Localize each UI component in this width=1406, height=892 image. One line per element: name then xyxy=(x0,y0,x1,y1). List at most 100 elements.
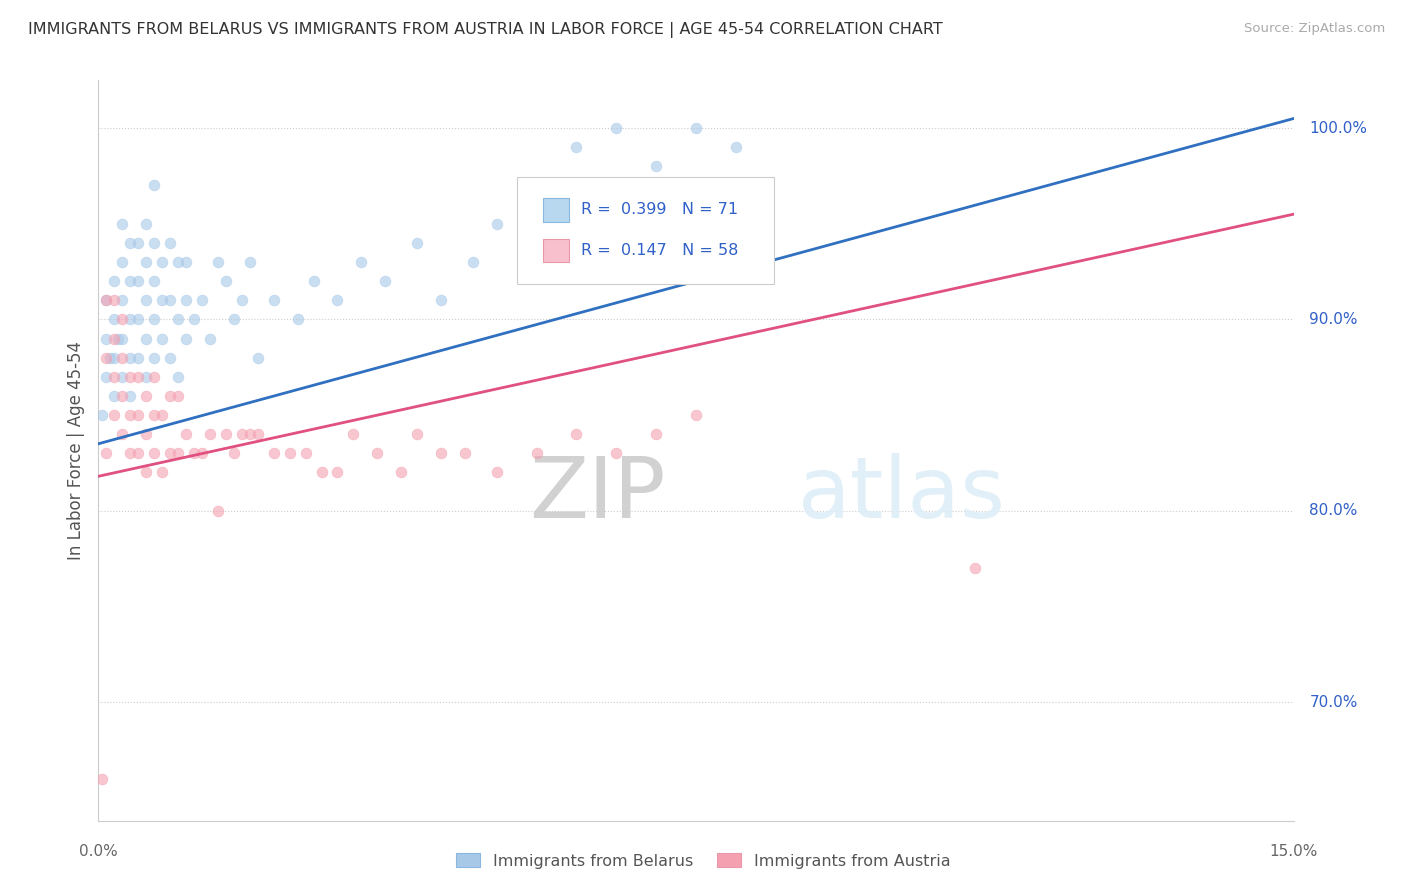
Point xyxy=(111,389,134,403)
Point xyxy=(143,235,166,250)
Point xyxy=(127,351,149,365)
Point xyxy=(174,255,197,269)
Point xyxy=(103,312,125,326)
Point xyxy=(135,217,157,231)
Point xyxy=(127,446,149,460)
Point xyxy=(120,369,142,384)
Point xyxy=(159,446,181,460)
Point xyxy=(120,274,142,288)
Point xyxy=(174,332,197,346)
Point xyxy=(231,293,253,308)
Point xyxy=(605,121,627,136)
Point xyxy=(96,351,118,365)
Point xyxy=(143,408,166,422)
Point xyxy=(143,274,166,288)
Point xyxy=(143,312,166,326)
Text: 0.0%: 0.0% xyxy=(79,844,118,859)
Point xyxy=(167,369,190,384)
Point xyxy=(461,255,484,269)
Point xyxy=(111,312,134,326)
Point xyxy=(326,293,349,308)
Point xyxy=(183,312,205,326)
Point xyxy=(246,351,269,365)
Point xyxy=(159,389,181,403)
Point xyxy=(565,427,588,442)
Point xyxy=(326,466,349,480)
Point xyxy=(191,293,214,308)
Point xyxy=(215,274,238,288)
Point xyxy=(111,427,134,442)
Point xyxy=(239,255,262,269)
Point xyxy=(135,293,157,308)
Point xyxy=(103,274,125,288)
Point xyxy=(120,389,142,403)
Point xyxy=(120,446,142,460)
Point xyxy=(287,312,309,326)
Point xyxy=(120,408,142,422)
Point xyxy=(246,427,269,442)
Text: 70.0%: 70.0% xyxy=(1309,695,1358,709)
Point xyxy=(96,369,118,384)
Point xyxy=(963,561,986,575)
Point xyxy=(150,332,173,346)
Point xyxy=(263,446,285,460)
Point xyxy=(231,427,253,442)
Point xyxy=(302,274,325,288)
Point xyxy=(127,408,149,422)
Point xyxy=(389,466,412,480)
Point xyxy=(167,255,190,269)
Text: 15.0%: 15.0% xyxy=(1270,844,1317,859)
Point xyxy=(96,293,118,308)
Point xyxy=(135,427,157,442)
Point xyxy=(366,446,388,460)
Point xyxy=(167,312,190,326)
Point xyxy=(342,427,364,442)
Point xyxy=(167,389,190,403)
Point xyxy=(143,446,166,460)
Point xyxy=(183,446,205,460)
Point xyxy=(91,408,114,422)
Point xyxy=(111,351,134,365)
Point xyxy=(111,332,134,346)
Point xyxy=(294,446,316,460)
Point xyxy=(143,369,166,384)
Point xyxy=(96,293,118,308)
Point xyxy=(685,408,707,422)
Point xyxy=(120,235,142,250)
Point xyxy=(350,255,373,269)
Point xyxy=(167,446,190,460)
Point xyxy=(111,217,134,231)
Point xyxy=(374,274,396,288)
Text: 90.0%: 90.0% xyxy=(1309,312,1358,326)
Point xyxy=(724,140,747,154)
Point xyxy=(127,274,149,288)
Text: atlas: atlas xyxy=(797,453,1005,536)
Point xyxy=(207,255,229,269)
Point xyxy=(135,369,157,384)
Point xyxy=(278,446,301,460)
Point xyxy=(430,293,453,308)
Point xyxy=(135,466,157,480)
Point xyxy=(107,332,129,346)
Point xyxy=(174,293,197,308)
Point xyxy=(127,235,149,250)
Point xyxy=(485,217,508,231)
Point xyxy=(605,446,627,460)
FancyBboxPatch shape xyxy=(517,177,773,284)
Point xyxy=(150,408,173,422)
Point xyxy=(120,312,142,326)
Point xyxy=(526,446,548,460)
Point xyxy=(96,446,118,460)
Point xyxy=(191,446,214,460)
Point xyxy=(150,293,173,308)
Point xyxy=(159,235,181,250)
Point xyxy=(103,408,125,422)
Point xyxy=(135,389,157,403)
Point xyxy=(239,427,262,442)
Point xyxy=(263,293,285,308)
Text: IMMIGRANTS FROM BELARUS VS IMMIGRANTS FROM AUSTRIA IN LABOR FORCE | AGE 45-54 CO: IMMIGRANTS FROM BELARUS VS IMMIGRANTS FR… xyxy=(28,22,943,38)
Point xyxy=(454,446,477,460)
Legend: Immigrants from Belarus, Immigrants from Austria: Immigrants from Belarus, Immigrants from… xyxy=(450,847,956,875)
Point xyxy=(526,178,548,193)
Text: ZIP: ZIP xyxy=(529,453,665,536)
